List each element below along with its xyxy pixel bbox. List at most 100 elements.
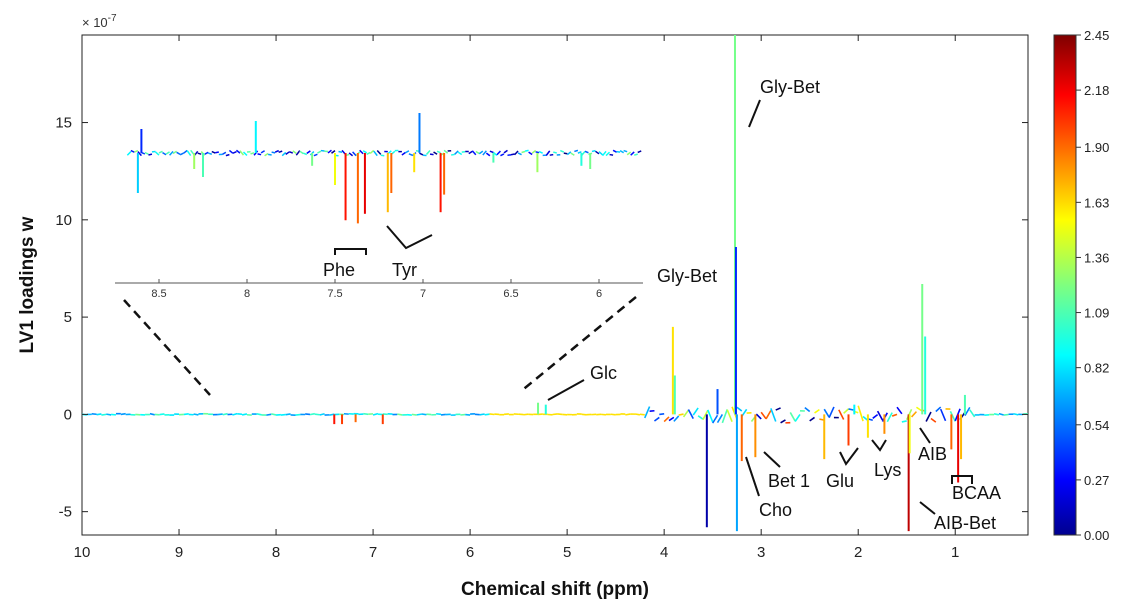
inset-segment — [598, 151, 604, 156]
inset-tick-label: 6.5 — [503, 288, 518, 300]
y-tick-label: 10 — [55, 212, 72, 229]
inset-segment — [225, 153, 230, 157]
main-plot: 10 9 8 7 6 5 4 3 2 1 -5 0 5 10 15 × 10-7 — [55, 13, 1029, 561]
inset-segment — [186, 150, 192, 157]
inset-segment — [482, 150, 487, 156]
x-tick-label: 2 — [854, 544, 862, 561]
inset-segment — [253, 150, 259, 156]
spectrum-baseline — [81, 405, 1029, 424]
baseline-segment — [915, 406, 922, 412]
baseline-segment — [692, 407, 699, 416]
y-tick-label: -5 — [59, 504, 72, 521]
baseline-segment — [644, 406, 651, 419]
baseline-segment — [775, 407, 781, 411]
baseline-segment — [969, 409, 976, 418]
label-glu: Glu — [826, 471, 854, 491]
y-tick-label: 5 — [64, 309, 72, 326]
inset-segment — [405, 150, 410, 154]
inset-segment — [232, 151, 237, 154]
inset-segment — [197, 152, 202, 155]
inset-segment — [278, 150, 283, 153]
baseline-segment — [653, 416, 660, 422]
inset-segment — [577, 151, 582, 154]
baseline-segment — [193, 413, 199, 416]
inset-segment — [366, 151, 371, 156]
inset-x-ticks: 8.5 8 7.5 7 6.5 6 — [151, 279, 602, 300]
baseline-segment — [372, 412, 379, 416]
baseline-segment — [939, 408, 947, 422]
baseline-segment — [416, 413, 422, 416]
inset-segment — [475, 150, 480, 155]
inset-segment — [359, 149, 364, 155]
inset-segment — [215, 151, 219, 154]
colorbar-tick-label: 2.18 — [1084, 83, 1109, 98]
inset-segment — [148, 153, 153, 156]
baseline-segment — [726, 409, 733, 422]
colorbar-tick-label: 0.54 — [1084, 418, 1109, 433]
x-axis-ticks: 10 9 8 7 6 5 4 3 2 1 — [74, 35, 959, 561]
baseline-segment — [610, 413, 616, 416]
x-tick-label: 3 — [757, 544, 765, 561]
baseline-segment — [876, 410, 884, 421]
baseline-segment — [804, 407, 811, 413]
inset-segment — [623, 149, 628, 153]
y-scale-exponent: -7 — [108, 13, 117, 24]
inset-segment — [637, 150, 642, 154]
inset-segment — [566, 151, 572, 156]
baseline-segment — [106, 413, 112, 416]
inset-segment — [559, 149, 565, 153]
baseline-segment — [949, 410, 956, 422]
inset-segment — [260, 150, 265, 154]
baseline-segment — [484, 413, 490, 416]
colorbar-ticks: 0.00 0.27 0.54 0.82 1.09 1.36 1.63 1.90 2.18 2.45 — [1076, 28, 1109, 543]
baseline-segment — [271, 413, 277, 416]
inset-tick-label: 8 — [244, 288, 250, 300]
baseline-segment — [901, 420, 907, 423]
inset-segment — [211, 150, 216, 154]
baseline-segment — [436, 412, 442, 416]
baseline-segment — [998, 412, 1004, 416]
inset-segment — [165, 151, 170, 155]
baseline-segment — [634, 413, 641, 416]
label-tyr: Tyr — [392, 260, 417, 280]
inset-segment — [204, 151, 209, 155]
baseline-segment — [848, 408, 854, 411]
leader-aib — [919, 427, 931, 444]
inset-segment — [553, 151, 557, 154]
baseline-segment — [682, 409, 690, 418]
baseline-segment — [678, 413, 684, 416]
plot-frame — [81, 34, 1029, 536]
colorbar-tick-label: 1.90 — [1084, 140, 1109, 155]
baseline-segment — [872, 413, 879, 419]
baseline-segment — [707, 409, 714, 423]
label-phe: Phe — [323, 260, 355, 280]
baseline-segment — [329, 413, 335, 416]
leader-aib-bet — [919, 501, 936, 515]
baseline-segment — [659, 413, 665, 416]
baseline-segment — [256, 413, 262, 416]
baseline-segment — [222, 412, 228, 416]
inset-segment — [250, 152, 255, 155]
inset-segment — [595, 150, 600, 155]
colorbar-tick-label: 1.36 — [1084, 250, 1109, 265]
baseline-segment — [814, 408, 820, 414]
baseline-segment — [721, 409, 728, 424]
inset-segment — [274, 149, 279, 153]
baseline-segment — [183, 413, 189, 416]
baseline-segment — [309, 412, 316, 416]
spectrum-peaks — [333, 35, 966, 532]
bracket-bcaa — [951, 475, 973, 484]
baseline-segment — [789, 412, 796, 422]
baseline-segment — [930, 417, 937, 423]
baseline-segment — [101, 413, 107, 416]
inset-segment — [535, 151, 540, 154]
y-tick-label: 0 — [64, 406, 72, 423]
zoom-guide-right — [519, 296, 637, 393]
baseline-segment — [421, 413, 427, 416]
inset-segment — [503, 149, 508, 154]
inset-segment — [401, 151, 406, 156]
inset-segment — [545, 150, 551, 156]
inset-segment — [331, 150, 336, 154]
inset-segment — [137, 151, 142, 157]
inset-segment — [158, 150, 163, 154]
